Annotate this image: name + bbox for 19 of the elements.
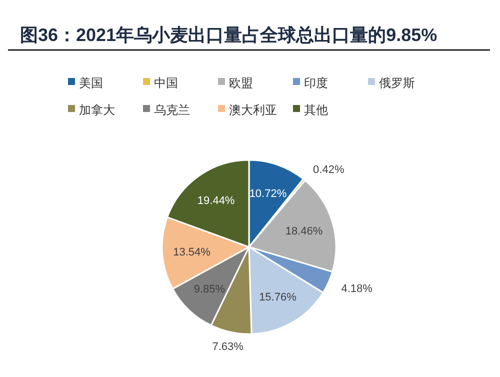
legend-label: 中国 bbox=[154, 76, 178, 90]
data-label: 13.54% bbox=[173, 246, 211, 258]
legend-label: 澳大利亚 bbox=[229, 103, 277, 117]
data-label: 19.44% bbox=[197, 194, 235, 207]
legend-label: 乌克兰 bbox=[154, 103, 190, 117]
data-label: 0.42% bbox=[313, 164, 344, 176]
chart-title: 图36：2021年乌小麦出口量占全球总出口量的9.85% bbox=[20, 25, 438, 45]
data-label: 15.76% bbox=[259, 292, 297, 304]
data-label: 10.72% bbox=[249, 188, 287, 200]
legend-label: 加拿大 bbox=[79, 103, 115, 117]
legend-label: 美国 bbox=[79, 76, 103, 90]
legend-label: 欧盟 bbox=[229, 76, 253, 90]
legend-label: 俄罗斯 bbox=[379, 76, 415, 90]
data-label: 4.18% bbox=[341, 283, 373, 296]
data-label: 7.63% bbox=[212, 340, 244, 353]
data-label: 18.46% bbox=[285, 226, 323, 238]
legend-label: 其他 bbox=[304, 103, 328, 117]
data-label: 9.85% bbox=[194, 284, 226, 296]
legend-label: 印度 bbox=[304, 76, 328, 90]
